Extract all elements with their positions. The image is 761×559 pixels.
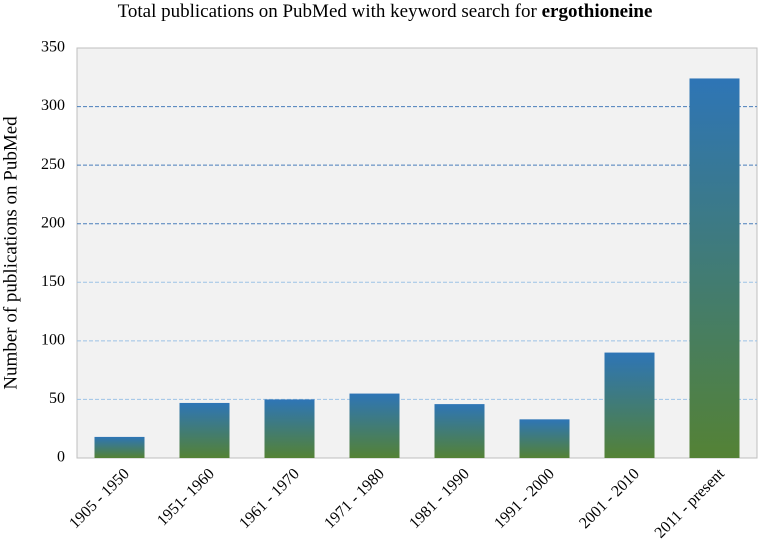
x-tick-label: 2011 - present bbox=[652, 465, 729, 542]
bar bbox=[264, 399, 315, 458]
x-tick-label: 1905 - 1950 bbox=[66, 465, 133, 532]
bar bbox=[604, 352, 655, 458]
x-tick-label: 1961 - 1970 bbox=[236, 465, 303, 532]
y-axis-label: Number of publications on PubMed bbox=[0, 116, 21, 390]
chart-title: Total publications on PubMed with keywor… bbox=[118, 1, 653, 22]
bar bbox=[179, 402, 230, 458]
bar bbox=[689, 78, 740, 458]
y-tick-label: 50 bbox=[49, 390, 65, 407]
x-tick-label: 1991 - 2000 bbox=[491, 465, 558, 532]
y-tick-label: 200 bbox=[41, 214, 65, 231]
plot-area bbox=[76, 47, 758, 459]
x-tick-label: 2001 - 2010 bbox=[576, 465, 643, 532]
bar bbox=[94, 436, 145, 458]
x-tick-label: 1981 - 1990 bbox=[406, 465, 473, 532]
bar bbox=[349, 393, 400, 458]
x-tick-label: 1951- 1960 bbox=[154, 465, 218, 529]
y-tick-label: 350 bbox=[41, 39, 65, 56]
y-tick-label: 150 bbox=[41, 273, 65, 290]
title-text: Total publications on PubMed with keywor… bbox=[118, 1, 538, 22]
title-emphasis: ergothioneine bbox=[542, 1, 653, 22]
y-tick-label: 250 bbox=[41, 156, 65, 173]
bar bbox=[519, 419, 570, 458]
y-tick-label: 300 bbox=[41, 97, 65, 114]
y-tick-label: 100 bbox=[41, 332, 65, 349]
x-tick-label: 1971 - 1980 bbox=[321, 465, 388, 532]
bar bbox=[434, 404, 485, 458]
y-tick-label: 0 bbox=[57, 449, 65, 466]
